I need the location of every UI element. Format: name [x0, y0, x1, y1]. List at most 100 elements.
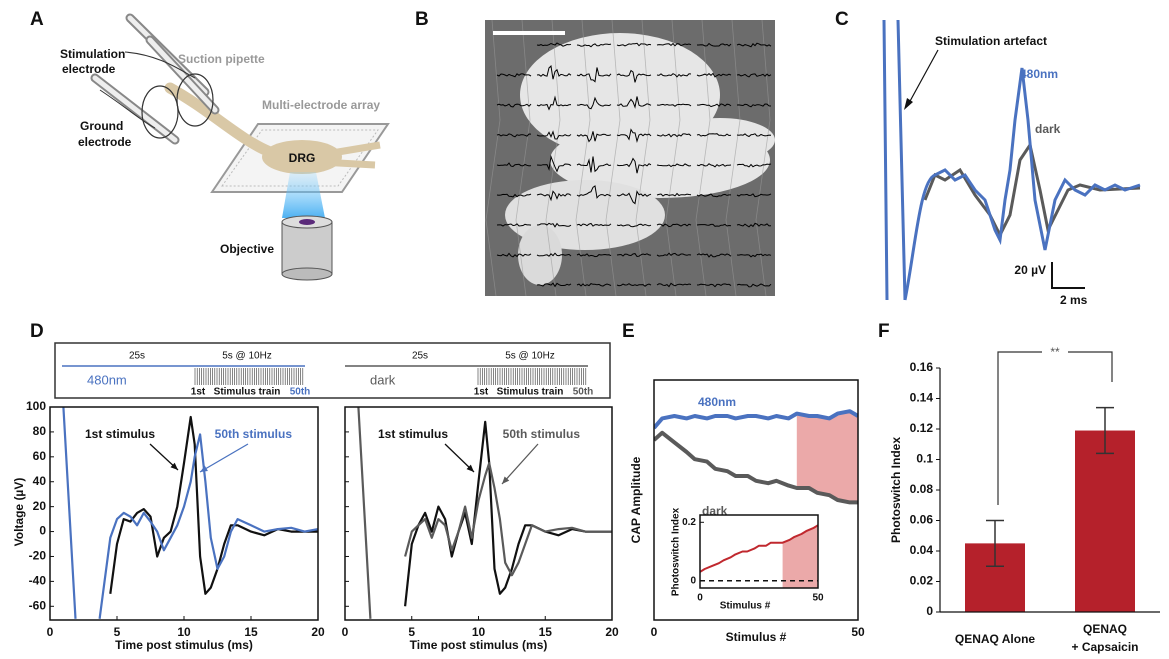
- electrode-trace: [576, 156, 612, 173]
- series-label: 480nm: [1020, 67, 1058, 81]
- electrode-trace: [576, 43, 612, 48]
- label: Suction pipette: [178, 52, 265, 66]
- panel-label: F: [878, 321, 890, 342]
- series-line: [654, 409, 858, 430]
- electrode-trace: [536, 154, 572, 173]
- electrode-trace: [656, 103, 692, 107]
- panel-label: D: [30, 321, 44, 342]
- x-tick-label: QENAQ Alone: [955, 632, 1036, 646]
- electrode-trace: [616, 283, 652, 287]
- panel-label: E: [622, 321, 635, 342]
- plot-content: [654, 409, 858, 505]
- y-tick-label: 0.14: [910, 391, 934, 405]
- electrode-trace: [697, 42, 732, 47]
- axis-label: Photoswitch Index: [889, 437, 903, 543]
- label: electrode: [78, 135, 132, 149]
- y-tick-label: 0.04: [910, 543, 934, 557]
- series-label: 1st stimulus: [378, 427, 448, 441]
- plot-area: [345, 407, 612, 620]
- timeline-label: 25s: [129, 351, 145, 362]
- electrode-trace: [576, 67, 612, 83]
- x-tick-label: 50: [812, 593, 824, 604]
- circuit-line: [635, 19, 651, 297]
- circuit-line: [485, 19, 501, 297]
- electrode-trace: [536, 252, 572, 257]
- y-tick-label: -60: [29, 598, 47, 612]
- annotation-arrow: [501, 443, 539, 485]
- electrode-trace: [616, 190, 652, 205]
- electrode-trace: [656, 73, 692, 78]
- electrode-trace: [656, 252, 692, 257]
- y-tick-label: 100: [26, 399, 46, 413]
- timeline-label: 5s @ 10Hz: [505, 351, 555, 362]
- y-tick-label: 80: [33, 424, 47, 438]
- axis-label: Time post stimulus (ms): [115, 638, 253, 652]
- axis-label: Stimulus #: [720, 601, 771, 612]
- axis-label: Photoswitch Index: [671, 507, 682, 596]
- electrode-trace: [496, 162, 532, 168]
- electrode-trace: [736, 253, 772, 258]
- electrode-trace: [656, 133, 692, 138]
- timeline-label: 1st: [191, 387, 206, 398]
- scale-label: 2 ms: [1060, 293, 1088, 307]
- annotation: Stimulation artefact: [935, 34, 1047, 48]
- x-tick-label: 0: [342, 625, 349, 639]
- series-label: 50th stimulus: [215, 427, 293, 441]
- electrode-trace: [696, 103, 732, 108]
- plot-area: [50, 407, 318, 620]
- label: electrode: [62, 62, 116, 76]
- bar: [1075, 430, 1135, 612]
- electrode-trace: [536, 95, 572, 111]
- electrode-trace: [656, 42, 692, 47]
- axis-label: CAP Amplitude: [629, 456, 643, 543]
- highlight-region: [796, 411, 858, 503]
- electrode-trace: [536, 130, 572, 140]
- electrode-trace: [496, 133, 532, 138]
- electrode-trace: [496, 73, 532, 78]
- electrode-trace: [736, 222, 772, 228]
- x-tick-label: 20: [311, 625, 325, 639]
- electrode-trace: [616, 42, 652, 47]
- x-tick-label: 15: [539, 625, 553, 639]
- y-tick-label: 40: [33, 474, 47, 488]
- series-label: 1st stimulus: [85, 427, 155, 441]
- electrode-trace: [536, 282, 572, 288]
- x-tick-label: 15: [244, 625, 258, 639]
- scale-label: 20 µV: [1014, 263, 1046, 277]
- series-line: [700, 524, 818, 573]
- y-tick-label: 20: [33, 499, 47, 513]
- y-tick-label: 0.1: [916, 452, 933, 466]
- y-tick-label: 0.08: [910, 482, 934, 496]
- series-label: 50th stimulus: [503, 427, 581, 441]
- series-line: [109, 415, 318, 595]
- electrode-trace: [736, 103, 772, 108]
- electrode-trace: [656, 163, 692, 168]
- electrode-trace: [696, 163, 732, 168]
- x-tick-label: 5: [408, 625, 415, 639]
- y-tick-label: 0.02: [910, 574, 934, 588]
- plot-content: [700, 524, 818, 588]
- plot-content: [357, 407, 612, 619]
- electrode-trace: [496, 103, 532, 108]
- timeline-label: 50th: [573, 387, 594, 398]
- circuit-line: [665, 19, 681, 297]
- electrode-trace: [696, 193, 731, 198]
- label: Objective: [220, 242, 274, 256]
- plot-content: [62, 407, 318, 619]
- axes-frame: [653, 379, 859, 621]
- electrode-trace: [536, 42, 572, 47]
- arrow-head: [466, 464, 474, 472]
- significance: **: [1050, 345, 1060, 359]
- series-line: [357, 407, 612, 619]
- y-tick-label: 60: [33, 449, 47, 463]
- x-tick-label: 0: [651, 625, 658, 639]
- series-label: 480nm: [698, 395, 736, 409]
- electrode-trace: [696, 72, 732, 78]
- electrode-trace: [656, 192, 692, 197]
- x-tick-label: 50: [851, 625, 865, 639]
- condition-label: 480nm: [87, 372, 127, 387]
- timeline-box: [54, 342, 611, 399]
- x-tick-label: 10: [472, 625, 486, 639]
- x-tick-label: 10: [177, 625, 191, 639]
